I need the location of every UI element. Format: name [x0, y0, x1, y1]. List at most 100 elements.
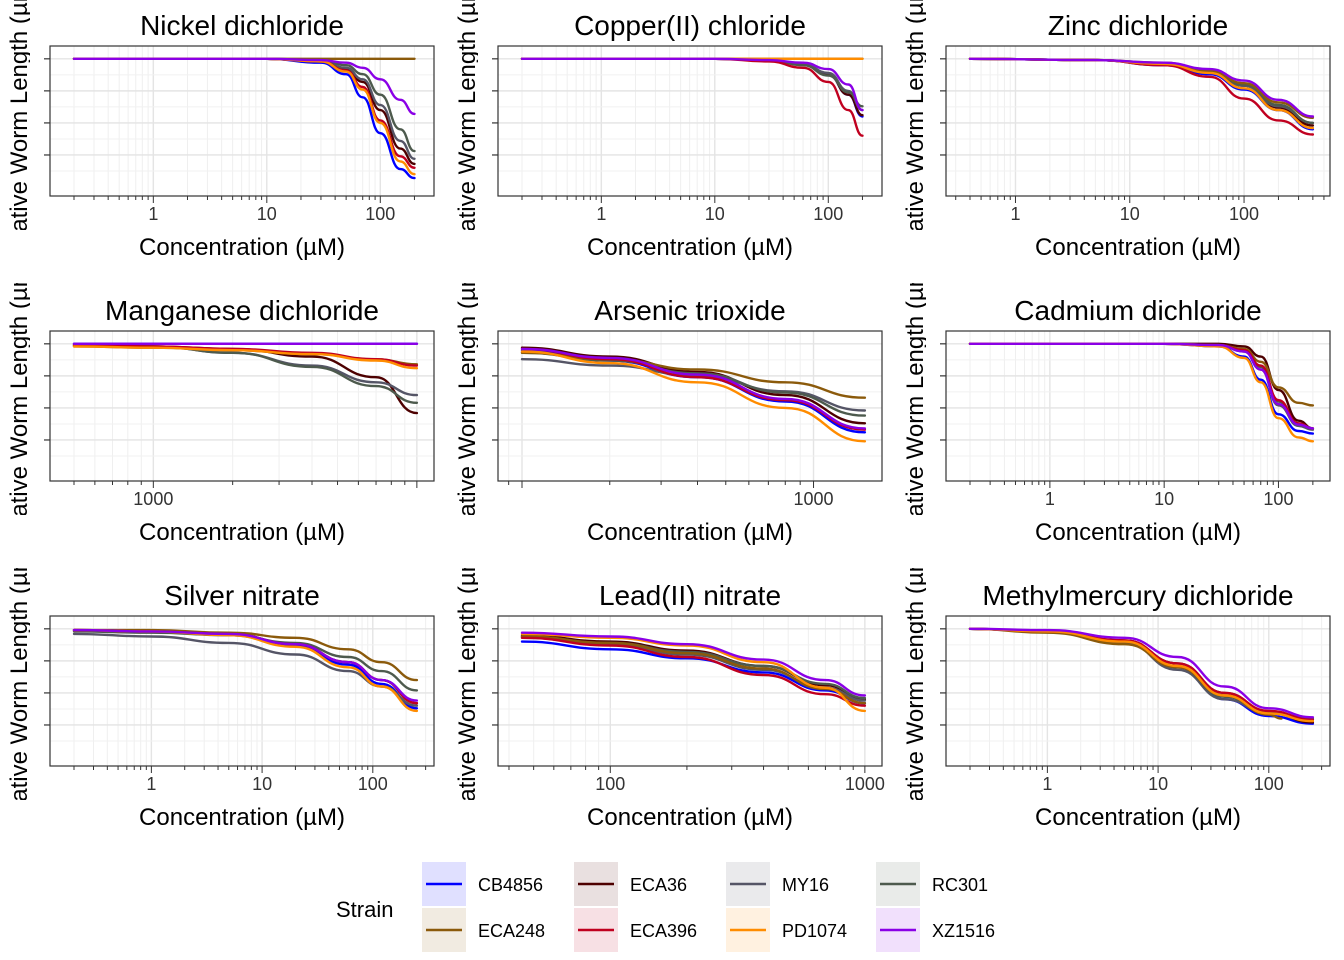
x-tick-label: 1: [1010, 204, 1020, 224]
x-axis-label: Concentration (µM): [139, 234, 345, 261]
legend-item-ECA396: ECA396: [574, 908, 697, 952]
series-line-XZ1516: [520, 57, 864, 112]
panel-4: 1000 Arsenic trioxide Concentration (µM) Re…: [454, 259, 883, 552]
x-tick-label: 100: [365, 204, 395, 224]
panel-title: Zinc dichloride: [1048, 10, 1229, 41]
legend-item-RC301: RC301: [876, 862, 988, 906]
y-axis-label-wrap: Relative Worm Length (µm): [6, 568, 30, 800]
x-axis-label: Concentration (µM): [139, 804, 345, 831]
series-line-MY16: [520, 358, 867, 412]
panel-5: 1 10 100 Cadmium dichloride Concentration (µ…: [902, 259, 1331, 552]
legend-item-ECA248: ECA248: [422, 908, 545, 952]
y-axis-label: Relative Worm Length (µm): [454, 544, 481, 837]
panel-title: Silver nitrate: [164, 580, 320, 611]
legend-item-ECA36: ECA36: [574, 862, 687, 906]
y-axis-label: Relative Worm Length (µm): [902, 259, 929, 552]
series-line-XZ1516: [520, 347, 867, 430]
panel-border: [49, 615, 435, 767]
panel-3: 1000 Manganese dichloride Concentration (µ…: [6, 259, 435, 552]
legend-label: MY16: [782, 875, 829, 895]
x-tick-label: 1: [1042, 774, 1052, 794]
series-line-RC301: [72, 630, 419, 692]
x-axis-label: Concentration (µM): [587, 804, 793, 831]
panel-border: [497, 330, 883, 482]
x-tick-label: 10: [1154, 489, 1174, 509]
y-axis-label-wrap: Relative Worm Length (µm): [902, 544, 929, 837]
x-tick-label: 10: [1148, 774, 1168, 794]
legend-keys: CB4856 ECA36 MY16 RC301 ECA248 ECA396 PD1074 XZ…: [422, 862, 995, 952]
series-line-PD1074: [520, 632, 867, 713]
legend-item-CB4856: CB4856: [422, 862, 543, 906]
panel-0: 1 10 100 Nickel dichloride Concentration (µM…: [6, 0, 435, 268]
series-line-ECA248: [72, 628, 419, 682]
panels-group: 1 10 100 Nickel dichloride Concentration (µM…: [6, 0, 1331, 837]
panel-title: Manganese dichloride: [105, 295, 379, 326]
panel-border: [945, 615, 1331, 767]
panel-border: [945, 330, 1331, 482]
series-line-PD1074: [968, 627, 1315, 723]
series-line-ECA396: [520, 636, 867, 707]
x-axis-label: Concentration (µM): [587, 519, 793, 546]
x-axis-label: Concentration (µM): [1035, 234, 1241, 261]
panel-border: [497, 615, 883, 767]
series-line-XZ1516: [72, 57, 416, 116]
series-line-ECA248: [520, 635, 867, 705]
panel-2: 1 10 100 Zinc dichloride Concentration (µM) R…: [902, 0, 1331, 268]
series-line-PD1074: [72, 345, 419, 370]
y-axis-label-wrap: Relative Worm Length (µm): [6, 0, 33, 268]
y-axis-label: Relative Worm Length (µm): [902, 544, 929, 837]
y-axis-label: Relative Worm Length (µm): [454, 0, 481, 268]
series-line-ECA248: [968, 627, 1283, 720]
panel-8: 1 10 100 Methylmercury dichloride Concentrat…: [902, 544, 1331, 837]
x-tick-label: 100: [358, 774, 388, 794]
x-tick-label: 1: [148, 204, 158, 224]
panel-7: 100 1000 Lead(II) nitrate Concentration (µM…: [454, 544, 885, 837]
x-axis-label: Concentration (µM): [1035, 519, 1241, 546]
legend-label: XZ1516: [932, 921, 995, 941]
legend-label: ECA396: [630, 921, 697, 941]
x-tick-label: 1000: [845, 774, 885, 794]
legend-item-PD1074: PD1074: [726, 908, 847, 952]
series-line-ECA396: [72, 343, 419, 367]
x-axis-label: Concentration (µM): [1035, 804, 1241, 831]
panel-6: 1 10 100 Silver nitrate Concentration (µM) Re…: [6, 568, 435, 831]
panel-title: Cadmium dichloride: [1014, 295, 1261, 326]
x-tick-label: 1: [146, 774, 156, 794]
y-axis-label: Relative Worm Length (µm): [6, 0, 33, 268]
legend-label: CB4856: [478, 875, 543, 895]
series-line-XZ1516: [520, 631, 867, 697]
panel-border: [945, 45, 1331, 197]
legend-label: PD1074: [782, 921, 847, 941]
series-line-XZ1516: [968, 627, 1315, 719]
panel-border: [497, 45, 883, 197]
plot-area: [946, 46, 1330, 196]
panel-title: Nickel dichloride: [140, 10, 344, 41]
legend-item-MY16: MY16: [726, 862, 829, 906]
panel-title: Arsenic trioxide: [594, 295, 785, 326]
y-axis-label: Relative Worm Length (µm): [454, 259, 481, 552]
y-axis-label: Relative Worm Length (µm): [6, 259, 33, 552]
x-tick-label: 1: [1045, 489, 1055, 509]
x-tick-label: 1000: [133, 489, 173, 509]
y-axis-label-wrap: Relative Worm Length (µm): [454, 544, 481, 837]
y-axis-label: Relative Worm Length (µm): [902, 0, 929, 268]
series-line-XZ1516: [968, 342, 1315, 430]
panel-border: [49, 45, 435, 197]
legend-item-XZ1516: XZ1516: [876, 908, 995, 952]
x-axis-label: Concentration (µM): [587, 234, 793, 261]
x-tick-label: 10: [705, 204, 725, 224]
x-axis-label: Concentration (µM): [139, 519, 345, 546]
panel-title: Copper(II) chloride: [574, 10, 806, 41]
x-tick-label: 100: [1229, 204, 1259, 224]
panel-1: 1 10 100 Copper(II) chloride Concentration (…: [454, 0, 883, 268]
legend-label: RC301: [932, 875, 988, 895]
y-axis-label-wrap: Relative Worm Length (µm): [6, 259, 33, 552]
x-tick-label: 100: [813, 204, 843, 224]
series-line-XZ1516: [72, 628, 419, 702]
series-line-XZ1516: [968, 57, 1315, 118]
panel-title: Methylmercury dichloride: [982, 580, 1293, 611]
x-tick-label: 100: [595, 774, 625, 794]
x-tick-label: 10: [1120, 204, 1140, 224]
x-tick-label: 10: [252, 774, 272, 794]
